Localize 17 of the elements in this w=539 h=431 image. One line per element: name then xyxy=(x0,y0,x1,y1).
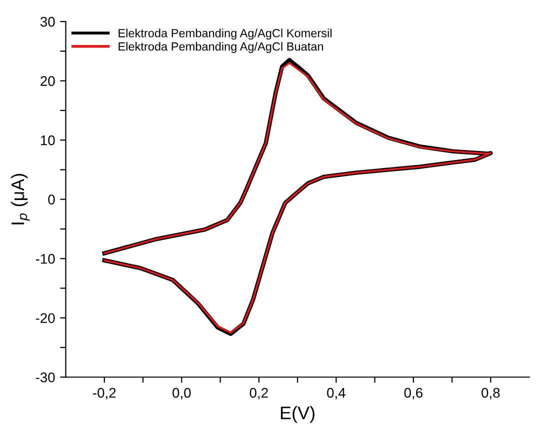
legend-label: Elektroda Pembanding Ag/AgCl Buatan xyxy=(118,42,324,54)
x-tick-label: 0,6 xyxy=(404,388,422,400)
y-tick-label: 0 xyxy=(48,194,55,205)
y-tick-label: -30 xyxy=(36,372,55,382)
y-tick-label: 10 xyxy=(40,135,55,146)
y-tick-label: 20 xyxy=(40,76,55,86)
legend-label: Elektroda Pembanding Ag/AgCl Komersil xyxy=(118,28,332,40)
y-tick-label: -10 xyxy=(36,254,55,264)
x-tick-label: 0,2 xyxy=(250,388,268,400)
y-tick-label: -20 xyxy=(36,313,55,324)
x-tick-label: -0,2 xyxy=(93,388,116,400)
x-tick-label: 0,4 xyxy=(327,388,346,400)
x-tick-label: 0,8 xyxy=(482,388,500,400)
x-tick-label: 0,0 xyxy=(172,388,191,400)
y-tick-label: 30 xyxy=(40,16,55,27)
x-axis-title: E(V) xyxy=(280,406,314,423)
y-axis-title: I$_{p}$ (μA) xyxy=(10,174,30,224)
